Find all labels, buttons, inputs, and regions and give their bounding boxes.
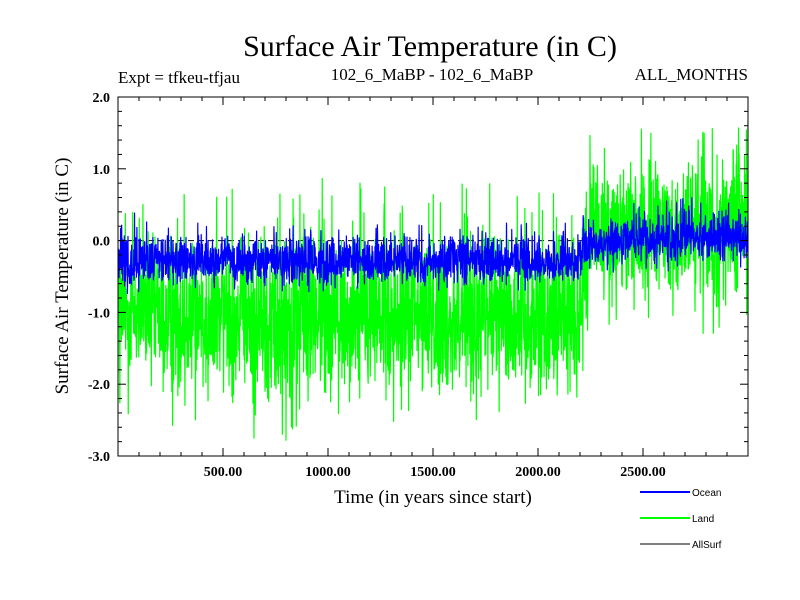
x-axis-label: Time (in years since start)	[334, 487, 532, 508]
axes-layer: 500.00 1000.00 1500.00 2000.00 2500.00 -3.0 -2…	[88, 91, 748, 480]
y-axis-label: Surface Air Temperature (in C)	[52, 158, 73, 395]
experiment-label: Expt = tfkeu-tfjau	[118, 68, 240, 87]
chart-title: Surface Air Temperature (in C)	[243, 30, 617, 63]
series-line-land	[118, 120, 748, 441]
legend-label-ocean: Ocean	[692, 488, 721, 499]
series-layer	[118, 120, 748, 441]
series-line-ocean	[118, 197, 748, 295]
series-ocean	[118, 197, 748, 295]
legend: Ocean Land AllSurf	[640, 488, 722, 551]
y-tick-label: -1.0	[88, 306, 110, 321]
legend-label-allsurf: AllSurf	[692, 540, 722, 551]
x-tick-label: 2000.00	[515, 465, 561, 480]
y-tick-label: 0.0	[93, 235, 111, 250]
series-land	[118, 120, 748, 441]
period-label: 102_6_MaBP - 102_6_MaBP	[331, 65, 533, 84]
months-label: ALL_MONTHS	[635, 65, 748, 84]
y-tick-label: 2.0	[93, 91, 111, 106]
x-tick-label: 500.00	[204, 465, 243, 480]
legend-label-land: Land	[692, 514, 714, 525]
y-tick-label: -2.0	[88, 378, 110, 393]
y-tick-label: -3.0	[88, 450, 110, 465]
x-tick-label: 1000.00	[305, 465, 351, 480]
y-tick-label: 1.0	[93, 163, 111, 178]
x-tick-label: 2500.00	[620, 465, 666, 480]
x-tick-label: 1500.00	[410, 465, 456, 480]
